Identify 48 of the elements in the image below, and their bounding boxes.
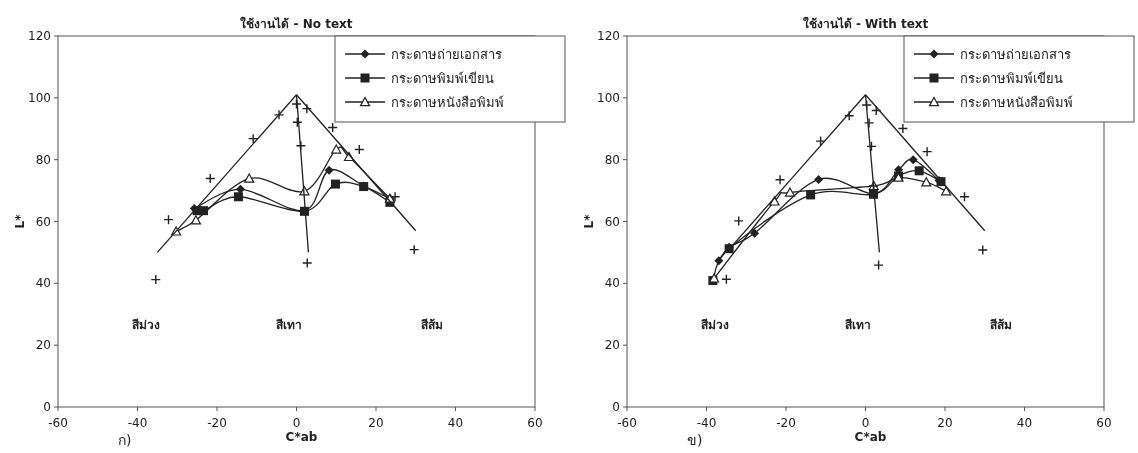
x-tick-label: -20: [776, 416, 796, 430]
annotation: สีส้ม: [990, 318, 1013, 333]
y-tick-label: 40: [604, 276, 620, 291]
text: ข): [687, 432, 703, 448]
annotation: สีเทา: [276, 318, 303, 333]
x-tick-label: 40: [1016, 416, 1033, 430]
x-tick-label: -60: [617, 416, 637, 430]
y-tick-label: 60: [604, 214, 620, 229]
y-tick-label: 20: [604, 338, 620, 353]
annotation: สีส้ม: [421, 318, 444, 333]
legend-label: กระดาษหนังสือพิมพ์: [391, 95, 504, 110]
x-tick-label: 0: [292, 416, 301, 430]
annotation: สีม่วง: [132, 318, 161, 333]
x-tick-label: 0: [861, 416, 870, 430]
y-tick-label: 100: [28, 90, 51, 105]
y-tick-label: 0: [43, 400, 51, 414]
y-tick-label: 40: [35, 276, 51, 291]
y-tick-label: 120: [28, 29, 51, 43]
x-tick-label: -40: [127, 416, 148, 430]
x-tick-label: -20: [207, 416, 227, 430]
x-axis-title: C*ab: [854, 430, 887, 444]
annotation: สีม่วง: [701, 318, 730, 333]
y-tick-label: 100: [597, 90, 620, 105]
text: ก): [118, 432, 132, 448]
y-tick-label: 60: [35, 214, 51, 229]
x-tick-label: -60: [48, 416, 68, 430]
y-tick-label: 80: [604, 152, 620, 167]
legend-label: กระดาษถ่ายเอกสาร: [391, 47, 502, 62]
chart-title: ใช้งานได้ - With text: [802, 16, 929, 31]
x-tick-label: 60: [1096, 416, 1112, 430]
legend-label: กระดาษหนังสือพิมพ์: [960, 95, 1073, 110]
x-tick-label: -40: [696, 416, 717, 430]
legend-label: กระดาษถ่ายเอกสาร: [960, 47, 1071, 62]
x-tick-label: 60: [527, 416, 543, 430]
y-tick-label: 20: [35, 338, 51, 353]
annotation: สีเทา: [845, 318, 872, 333]
x-tick-label: 20: [368, 416, 384, 430]
y-tick-label: 80: [35, 152, 51, 167]
legend-label: กระดาษพิมพ์เขียน: [960, 71, 1063, 86]
y-tick-label: 120: [597, 29, 620, 43]
chart-title: ใช้งานได้ - No text: [240, 16, 353, 31]
x-tick-label: 20: [937, 416, 953, 430]
y-axis-title: L*: [13, 213, 27, 229]
y-tick-label: 0: [612, 400, 620, 414]
x-axis-title: C*ab: [285, 430, 318, 444]
x-tick-label: 40: [447, 416, 464, 430]
y-axis-title: L*: [582, 213, 596, 229]
legend-label: กระดาษพิมพ์เขียน: [391, 71, 494, 86]
